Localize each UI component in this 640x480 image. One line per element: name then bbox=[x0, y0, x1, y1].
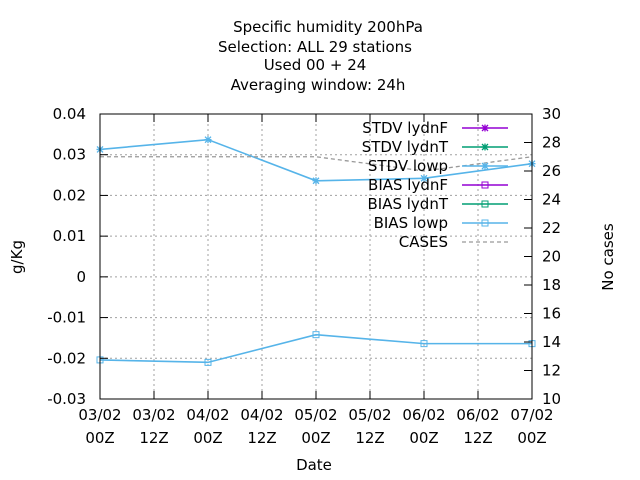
legend-label-stdv-lowp: STDV lowp bbox=[368, 157, 448, 175]
axes: 0.04 0.03 0.02 0.01 0 -0.01 -0.02 -0.03 30 28 26 24… bbox=[47, 105, 561, 447]
y2-tick-label: 16 bbox=[542, 305, 561, 323]
x-tick-label-date: 06/02 bbox=[402, 406, 445, 424]
y2-tick-label: 20 bbox=[542, 248, 561, 266]
x-axis-label: Date bbox=[296, 456, 332, 474]
y-tick-label: -0.03 bbox=[47, 390, 86, 408]
x-tick-label-date: 05/02 bbox=[294, 406, 337, 424]
title-line-4: Averaging window: 24h bbox=[231, 76, 406, 94]
y-tick-label: 0.03 bbox=[53, 146, 86, 164]
data-point-stdv-lowp bbox=[312, 177, 320, 185]
legend-marker-bias-lydnf bbox=[481, 181, 489, 189]
title-line-2: Selection: ALL 29 stations bbox=[218, 38, 412, 56]
series-line-bias-lowp bbox=[99, 333, 532, 364]
x-tick-label-hour: 00Z bbox=[85, 429, 114, 447]
x-tick-label-hour: 00Z bbox=[193, 429, 222, 447]
legend-label-stdv-lydnf: STDV lydnF bbox=[362, 119, 448, 137]
x-tick-label-hour: 00Z bbox=[409, 429, 438, 447]
y2-tick-label: 24 bbox=[542, 191, 561, 209]
x-tick-label-hour: 12Z bbox=[247, 429, 276, 447]
y2-tick-label: 30 bbox=[542, 105, 561, 123]
y-tick-label: 0.02 bbox=[53, 186, 86, 204]
x-tick-label-date: 07/02 bbox=[510, 406, 553, 424]
data-point-bias-lowp bbox=[420, 340, 428, 348]
legend-label-bias-lydnf: BIAS lydnF bbox=[368, 176, 448, 194]
y-tick-label: -0.01 bbox=[47, 309, 86, 327]
x-tick-label-date: 05/02 bbox=[348, 406, 391, 424]
y2-tick-label: 12 bbox=[542, 362, 561, 380]
y2-tick-label: 26 bbox=[542, 162, 561, 180]
data-point-stdv-lowp bbox=[420, 174, 428, 182]
data-point-bias-lowp bbox=[312, 331, 320, 339]
legend-label-cases: CASES bbox=[399, 233, 448, 251]
x-tick-label-date: 03/02 bbox=[78, 406, 121, 424]
y2-tick-label: 28 bbox=[542, 134, 561, 152]
x-tick-label-hour: 12Z bbox=[463, 429, 492, 447]
legend-label-stdv-lydnt: STDV lydnT bbox=[362, 138, 449, 156]
legend-label-bias-lowp: BIAS lowp bbox=[374, 214, 448, 232]
x-tick-label-date: 04/02 bbox=[240, 406, 283, 424]
x-tick-label-hour: 00Z bbox=[517, 429, 546, 447]
chart-title: Specific humidity 200hPa Selection: ALL … bbox=[218, 18, 423, 94]
x-tick-label-date: 04/02 bbox=[186, 406, 229, 424]
legend-marker-bias-lydnt bbox=[481, 200, 489, 208]
y2-axis-label: No cases bbox=[599, 223, 617, 291]
legend-marker-stdv-lydnt bbox=[481, 143, 489, 151]
legend-marker-stdv-lydnf bbox=[481, 124, 489, 132]
y-tick-label: 0 bbox=[76, 268, 86, 286]
data-point-bias-lowp bbox=[204, 358, 212, 366]
x-tick-label-hour: 12Z bbox=[355, 429, 384, 447]
title-line-3: Used 00 + 24 bbox=[264, 56, 367, 74]
series-line-cases bbox=[100, 156, 533, 172]
y2-tick-label: 14 bbox=[542, 333, 561, 351]
y2-tick-label: 10 bbox=[542, 390, 561, 408]
title-line-1: Specific humidity 200hPa bbox=[233, 18, 423, 36]
y-tick-label: 0.04 bbox=[53, 105, 86, 123]
legend-marker-stdv-lowp bbox=[481, 162, 489, 170]
grid bbox=[100, 114, 532, 399]
y-tick-label: -0.02 bbox=[47, 349, 86, 367]
y2-tick-label: 22 bbox=[542, 219, 561, 237]
y-axis-label: g/Kg bbox=[8, 240, 26, 274]
y2-tick-label: 18 bbox=[542, 276, 561, 294]
x-tick-label-date: 03/02 bbox=[132, 406, 175, 424]
x-tick-label-hour: 12Z bbox=[139, 429, 168, 447]
x-tick-label-date: 06/02 bbox=[456, 406, 499, 424]
legend-label-bias-lydnt: BIAS lydnT bbox=[367, 195, 448, 213]
legend-marker-bias-lowp bbox=[481, 219, 489, 227]
y-tick-label: 0.01 bbox=[53, 227, 86, 245]
x-tick-label-hour: 00Z bbox=[301, 429, 330, 447]
data-point-stdv-lowp bbox=[204, 136, 212, 144]
